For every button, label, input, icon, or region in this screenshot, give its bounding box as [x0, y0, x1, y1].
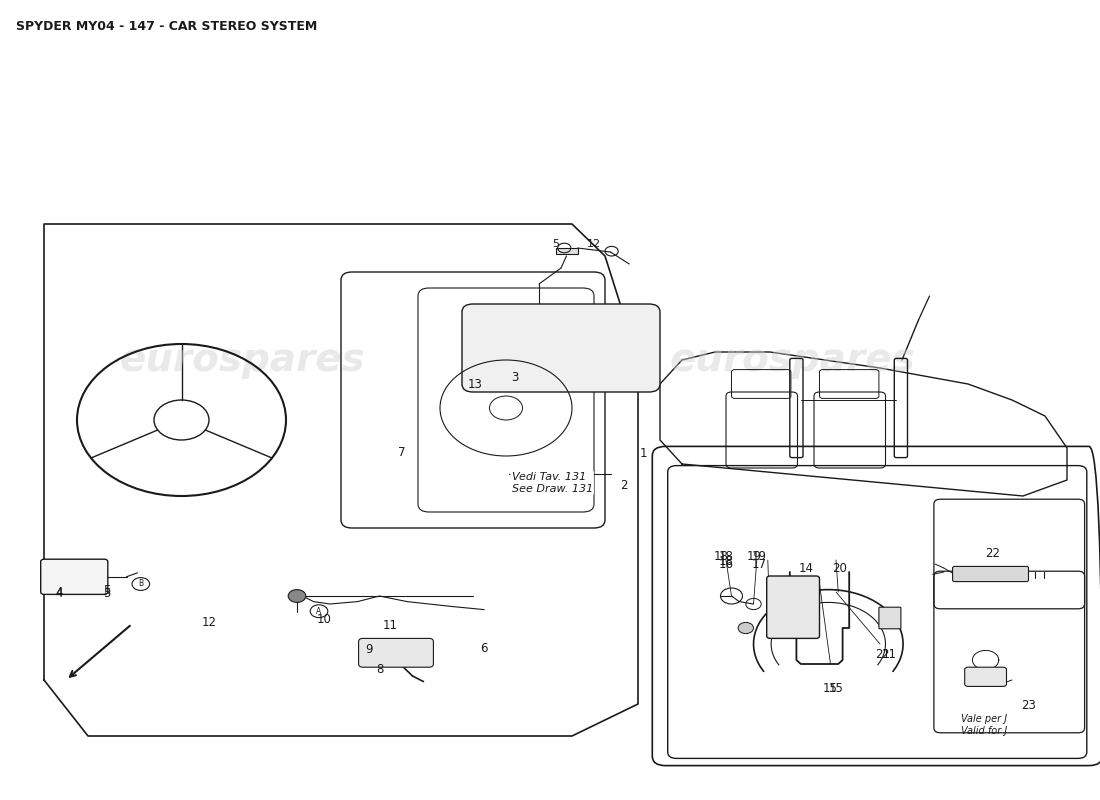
FancyBboxPatch shape: [767, 576, 820, 638]
Text: 7: 7: [398, 446, 405, 458]
Text: 17: 17: [751, 558, 767, 570]
Text: 15: 15: [823, 682, 838, 694]
Text: A: A: [317, 606, 321, 616]
Text: 14: 14: [799, 562, 814, 574]
Text: 5: 5: [103, 587, 110, 600]
Text: 21: 21: [874, 648, 890, 661]
Text: eurospares: eurospares: [669, 341, 915, 379]
FancyBboxPatch shape: [556, 248, 578, 254]
Text: 9: 9: [365, 643, 372, 656]
Text: 10: 10: [317, 613, 332, 626]
Circle shape: [738, 622, 754, 634]
Text: 4: 4: [56, 586, 63, 598]
Text: 18: 18: [718, 550, 734, 562]
Text: eurospares: eurospares: [119, 341, 365, 379]
FancyBboxPatch shape: [965, 667, 1007, 686]
FancyBboxPatch shape: [462, 304, 660, 392]
Text: Vedi Tav. 131
See Draw. 131: Vedi Tav. 131 See Draw. 131: [512, 472, 593, 494]
Text: 19: 19: [747, 550, 762, 562]
Text: 1: 1: [640, 447, 647, 460]
Text: 8: 8: [376, 663, 383, 676]
FancyBboxPatch shape: [41, 559, 108, 594]
Text: 6: 6: [481, 642, 487, 654]
FancyBboxPatch shape: [953, 566, 1028, 582]
Text: SPYDER MY04 - 147 - CAR STEREO SYSTEM: SPYDER MY04 - 147 - CAR STEREO SYSTEM: [16, 20, 318, 33]
Text: 22: 22: [984, 547, 1000, 560]
FancyBboxPatch shape: [359, 638, 433, 667]
Text: 18: 18: [714, 550, 729, 562]
Text: 11: 11: [383, 619, 398, 632]
Text: 16: 16: [718, 558, 734, 570]
Text: 15: 15: [828, 682, 844, 694]
Text: 20: 20: [832, 562, 847, 574]
Text: 19: 19: [751, 550, 767, 562]
FancyBboxPatch shape: [879, 607, 901, 629]
Text: 13: 13: [468, 378, 483, 390]
Text: 4: 4: [56, 587, 63, 600]
Circle shape: [288, 590, 306, 602]
Text: 2: 2: [620, 479, 627, 492]
Text: 5: 5: [552, 239, 559, 249]
Text: 5: 5: [103, 584, 110, 597]
Text: 12: 12: [201, 616, 217, 629]
Text: 18: 18: [718, 555, 734, 568]
Text: 12: 12: [587, 239, 601, 249]
Text: 21: 21: [881, 648, 896, 661]
Text: B: B: [139, 579, 143, 589]
Text: Vale per J
Valid for J: Vale per J Valid for J: [961, 714, 1008, 736]
Text: 23: 23: [1021, 699, 1036, 712]
Text: 3: 3: [512, 371, 518, 384]
